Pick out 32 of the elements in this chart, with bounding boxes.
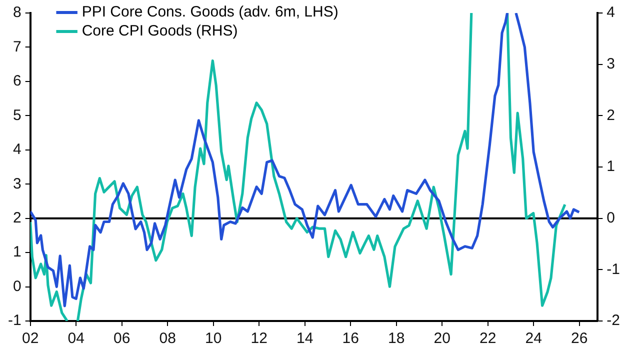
y2-tick-label: 1 <box>606 158 616 176</box>
x-tick-label: 18 <box>388 330 405 348</box>
x-tick-label: 22 <box>480 330 496 348</box>
x-tick-label: 14 <box>296 330 314 348</box>
y-tick-label: -1 <box>8 312 22 330</box>
y2-tick-label: -2 <box>606 312 620 330</box>
y-tick-label: 7 <box>12 38 22 56</box>
x-tick-label: 12 <box>250 330 268 348</box>
x-tick-label: 24 <box>525 330 542 348</box>
y-tick-label: 1 <box>12 244 22 261</box>
y-tick-label: 2 <box>12 209 22 226</box>
x-tick-label: 04 <box>68 330 84 348</box>
y-tick-label: 5 <box>12 106 22 124</box>
x-tick-label: 20 <box>434 330 450 348</box>
x-tick-label: 26 <box>571 330 588 348</box>
y-tick-label: 4 <box>12 141 22 158</box>
x-tick-label: 16 <box>342 330 359 348</box>
y-tick-label: 3 <box>12 175 22 192</box>
x-tick-label: 08 <box>159 330 176 348</box>
y-tick-label: 8 <box>12 4 22 22</box>
y-tick-label: 6 <box>12 72 22 90</box>
y2-tick-label: -1 <box>606 260 620 278</box>
y-tick-label: 0 <box>12 278 22 295</box>
legend-label: PPI Core Cons. Goods (adv. 6m, LHS) <box>82 4 338 21</box>
x-tick-label: 10 <box>205 330 222 348</box>
y2-tick-label: 0 <box>606 209 616 226</box>
x-tick-label: 02 <box>22 330 39 348</box>
y2-tick-label: 2 <box>606 106 616 124</box>
y2-tick-label: 3 <box>606 55 616 72</box>
x-tick-label: 06 <box>114 330 130 348</box>
y2-tick-label: 4 <box>606 4 616 22</box>
legend-label: Core CPI Goods (RHS) <box>82 22 238 40</box>
